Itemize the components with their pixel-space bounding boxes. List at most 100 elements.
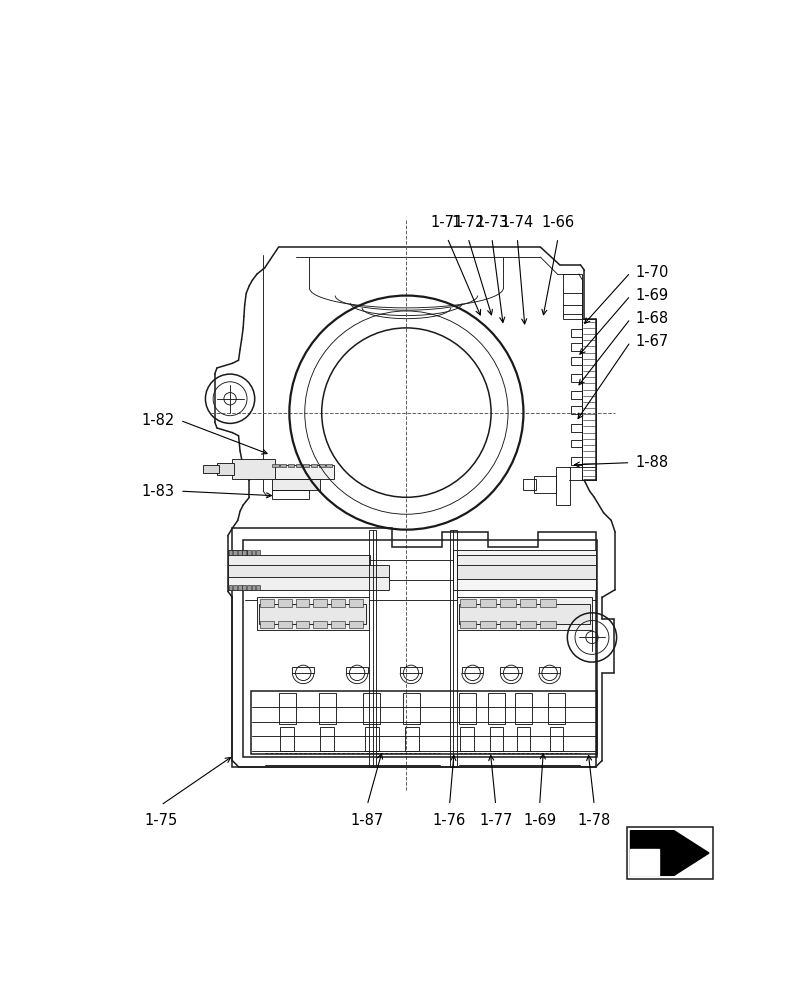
Bar <box>233 459 275 479</box>
Bar <box>242 585 246 590</box>
Text: 1-69: 1-69 <box>636 288 669 303</box>
Bar <box>251 585 255 590</box>
Bar <box>228 550 247 584</box>
Bar <box>405 727 419 751</box>
Bar <box>524 479 536 490</box>
Bar <box>320 727 334 751</box>
Bar <box>303 464 309 467</box>
Bar <box>288 464 294 467</box>
Bar <box>292 667 314 673</box>
Bar <box>516 727 530 751</box>
Bar <box>247 585 250 590</box>
Bar <box>243 540 597 757</box>
Bar <box>520 620 536 628</box>
Bar <box>229 550 233 555</box>
Bar <box>272 465 334 479</box>
Bar <box>318 693 335 724</box>
Bar <box>296 464 301 467</box>
Polygon shape <box>630 849 659 875</box>
Bar <box>548 693 565 724</box>
Bar <box>217 463 234 475</box>
Bar <box>331 620 345 628</box>
Polygon shape <box>630 831 709 875</box>
Bar <box>234 550 237 555</box>
Bar <box>461 620 476 628</box>
Bar <box>571 329 582 337</box>
Bar <box>251 550 255 555</box>
Text: 1-68: 1-68 <box>636 311 669 326</box>
Bar <box>400 667 422 673</box>
Text: 1-74: 1-74 <box>501 215 534 230</box>
Bar <box>280 727 294 751</box>
Bar <box>571 424 582 432</box>
Bar <box>488 693 505 724</box>
Text: 1-88: 1-88 <box>636 455 669 470</box>
Bar <box>459 604 590 624</box>
Text: 1-83: 1-83 <box>141 484 175 499</box>
Bar <box>278 599 292 607</box>
Bar <box>627 827 713 879</box>
Bar <box>582 319 595 480</box>
Bar <box>279 693 296 724</box>
Bar <box>257 597 368 630</box>
Bar <box>534 476 556 493</box>
Bar <box>368 530 377 767</box>
Bar <box>571 357 582 365</box>
Bar <box>563 274 582 319</box>
Bar <box>571 391 582 399</box>
Bar <box>311 464 317 467</box>
Bar <box>461 727 474 751</box>
Bar <box>238 585 242 590</box>
Bar <box>365 727 379 751</box>
Bar <box>457 555 595 570</box>
Text: 1-73: 1-73 <box>475 215 508 230</box>
Bar <box>571 440 582 447</box>
Bar <box>457 597 592 630</box>
Bar <box>272 490 309 499</box>
Bar <box>364 693 381 724</box>
Text: 1-87: 1-87 <box>351 813 384 828</box>
Bar <box>272 464 279 467</box>
Text: 1-75: 1-75 <box>144 813 178 828</box>
Bar <box>234 585 237 590</box>
Bar <box>459 693 476 724</box>
Bar <box>457 565 595 579</box>
Bar <box>500 599 516 607</box>
Bar <box>228 577 389 590</box>
Text: 1-69: 1-69 <box>523 813 556 828</box>
Bar <box>296 599 309 607</box>
Bar <box>238 550 242 555</box>
Bar <box>500 667 522 673</box>
Bar <box>462 667 483 673</box>
Text: 1-70: 1-70 <box>636 265 669 280</box>
Bar <box>259 604 366 624</box>
Bar <box>278 620 292 628</box>
Bar <box>260 620 274 628</box>
Bar <box>403 693 420 724</box>
Bar <box>256 585 260 590</box>
Bar <box>541 620 556 628</box>
Bar <box>228 565 389 579</box>
Bar <box>314 599 327 607</box>
Text: 1-77: 1-77 <box>479 813 512 828</box>
Bar <box>571 343 582 351</box>
Bar <box>203 465 218 473</box>
Bar <box>571 374 582 382</box>
Bar <box>520 599 536 607</box>
Bar <box>242 550 246 555</box>
Bar <box>453 550 595 590</box>
Text: 1-72: 1-72 <box>452 215 485 230</box>
Bar <box>247 550 250 555</box>
Bar <box>515 693 532 724</box>
Text: 1-76: 1-76 <box>433 813 466 828</box>
Bar <box>571 406 582 414</box>
Bar <box>331 599 345 607</box>
Bar <box>229 585 233 590</box>
Bar <box>461 599 476 607</box>
Text: 1-66: 1-66 <box>541 215 574 230</box>
Bar <box>539 667 561 673</box>
Bar <box>314 620 327 628</box>
Bar <box>347 667 368 673</box>
Bar <box>348 620 363 628</box>
Bar <box>318 464 325 467</box>
